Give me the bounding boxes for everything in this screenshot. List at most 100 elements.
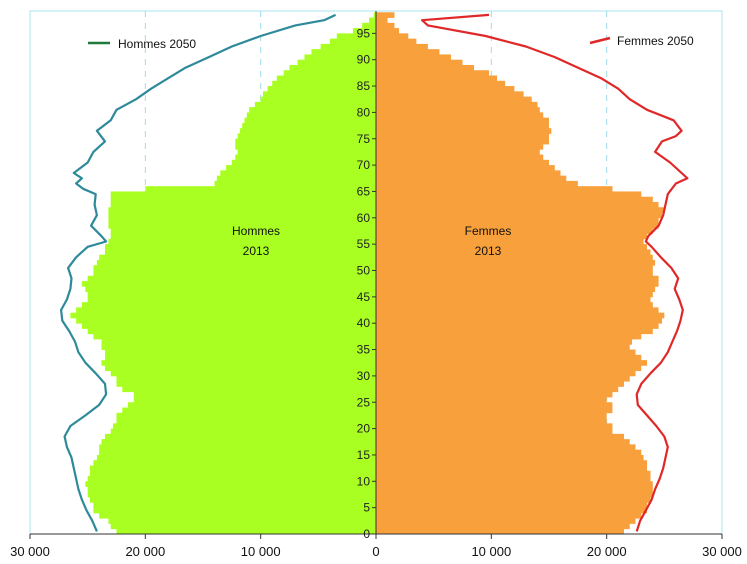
bar-left-age-7	[87, 491, 377, 498]
bar-left-age-86	[276, 75, 376, 82]
bar-left-age-35	[101, 344, 377, 350]
bar-right-age-11	[376, 470, 651, 477]
bar-left-age-94	[336, 33, 376, 40]
legend-femmes-2050-swatch	[589, 36, 611, 45]
bar-right-age-18	[376, 433, 624, 440]
bar-left-age-79	[246, 112, 376, 119]
bar-right-age-95	[376, 28, 400, 34]
bar-left-age-17	[101, 439, 377, 445]
series-label-hommes: Hommes	[232, 224, 280, 238]
bar-right-age-4	[376, 507, 648, 514]
bar-right-age-34	[376, 349, 636, 356]
bar-right-age-44	[376, 296, 651, 303]
age-tick-label: 80	[357, 105, 371, 119]
bar-left-age-91	[311, 49, 376, 55]
bar-right-age-16	[376, 444, 636, 451]
bar-left-age-71	[235, 154, 376, 161]
bar-right-age-49	[376, 270, 653, 277]
bar-right-age-23	[376, 407, 613, 414]
bar-left-age-59	[108, 217, 376, 224]
bar-right-age-31	[376, 365, 642, 372]
bar-right-age-38	[376, 328, 653, 335]
bar-right-age-6	[376, 497, 651, 503]
bar-right-age-22	[376, 412, 607, 419]
bar-right-age-87	[376, 70, 490, 76]
bar-right-age-68	[376, 170, 561, 177]
bar-left-age-2	[108, 518, 376, 524]
bar-right-age-74	[376, 138, 549, 145]
bar-left-age-37	[93, 333, 376, 340]
bar-right-age-32	[376, 360, 648, 366]
bar-left-age-53	[104, 249, 376, 256]
bar-left-age-73	[235, 144, 376, 150]
age-tick-label: 30	[357, 369, 371, 383]
bar-left-age-89	[297, 59, 376, 66]
bar-right-age-71	[376, 154, 544, 161]
bar-right-age-36	[376, 339, 633, 345]
bar-left-age-36	[101, 339, 377, 345]
bar-left-age-26	[133, 391, 376, 398]
bar-left-age-32	[101, 360, 377, 366]
bar-left-age-88	[289, 64, 376, 71]
age-tick-label: 70	[357, 158, 371, 172]
bar-right-age-55	[376, 238, 644, 245]
bar-left-age-81	[254, 101, 376, 108]
bar-right-age-30	[376, 370, 636, 377]
bar-right-age-56	[376, 233, 648, 240]
age-tick-label: 25	[357, 395, 371, 409]
women-2013-bars	[376, 12, 665, 535]
age-tick-label: 0	[363, 527, 370, 541]
x-tick-label: 0	[372, 544, 379, 559]
bar-left-age-77	[242, 122, 376, 129]
age-tick-label: 35	[357, 343, 371, 357]
bar-right-age-5	[376, 502, 648, 509]
bar-left-age-38	[87, 328, 377, 335]
age-tick-label: 55	[357, 237, 371, 251]
bar-left-age-11	[89, 470, 377, 477]
bar-right-age-33	[376, 354, 642, 361]
legend-femmes-2050: Femmes 2050	[589, 34, 694, 48]
bar-left-age-18	[104, 433, 376, 440]
bar-right-age-46	[376, 286, 656, 292]
bar-left-age-28	[116, 381, 376, 387]
bar-left-age-84	[267, 86, 376, 92]
bar-left-age-23	[122, 407, 377, 414]
bar-right-age-92	[376, 43, 428, 50]
bar-right-age-10	[376, 476, 651, 482]
bar-left-age-34	[104, 349, 376, 356]
bar-right-age-75	[376, 133, 549, 140]
legend-femmes-2050-label: Femmes 2050	[617, 34, 694, 48]
bar-left-age-39	[81, 323, 377, 329]
age-tick-label: 40	[357, 316, 371, 330]
bar-left-age-55	[108, 238, 376, 245]
bar-left-age-21	[116, 418, 376, 424]
bar-right-age-80	[376, 107, 540, 113]
bar-right-age-76	[376, 128, 552, 134]
bar-left-age-83	[262, 91, 376, 97]
legend-hommes-2050-label: Hommes 2050	[118, 37, 196, 51]
bar-left-age-6	[89, 497, 377, 503]
x-tick-label: 20 000	[587, 544, 627, 559]
bar-right-age-15	[376, 449, 642, 456]
bar-right-age-24	[376, 402, 613, 408]
bar-left-age-12	[89, 465, 377, 472]
bar-right-age-60	[376, 212, 663, 219]
bar-left-age-51	[96, 259, 376, 266]
bar-left-age-24	[128, 402, 376, 408]
age-tick-label: 65	[357, 184, 371, 198]
bar-right-age-29	[376, 375, 630, 382]
men-2013-bars	[70, 12, 377, 535]
bar-left-age-75	[237, 133, 376, 140]
bar-left-age-96	[362, 22, 376, 29]
bar-right-age-7	[376, 491, 653, 498]
bar-left-age-70	[231, 159, 376, 166]
bar-left-age-9	[85, 481, 377, 487]
bar-left-age-48	[87, 275, 377, 282]
bar-right-age-37	[376, 333, 642, 340]
bar-left-age-42	[76, 307, 376, 314]
bar-left-age-68	[220, 170, 376, 177]
age-tick-label: 60	[357, 211, 371, 225]
bar-right-age-52	[376, 254, 653, 261]
bar-left-age-67	[216, 175, 376, 182]
bar-left-age-61	[108, 207, 376, 213]
